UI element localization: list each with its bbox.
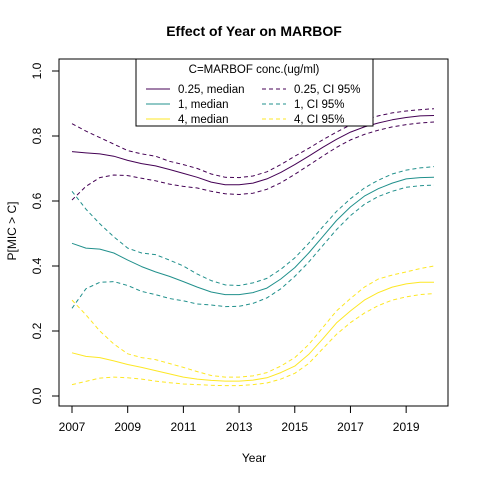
chart-title: Effect of Year on MARBOF — [166, 23, 342, 39]
legend-label: 1, CI 95% — [294, 99, 345, 111]
y-tick-label: 0.0 — [30, 387, 44, 404]
legend-box — [135, 58, 374, 127]
legend-label: 0.25, CI 95% — [294, 84, 360, 96]
series-ci-2 — [71, 121, 435, 201]
series-ci-7 — [71, 265, 435, 378]
x-tick-label: 2015 — [281, 420, 308, 434]
series-median-6 — [71, 281, 434, 382]
legend-label: 0.25, median — [178, 84, 245, 96]
series-ci-4 — [71, 166, 435, 286]
legend: C=MARBOF conc.(ug/ml) 0.25, median 0.25, … — [135, 58, 374, 127]
x-tick-label: 2009 — [114, 420, 141, 434]
x-tick-label: 2017 — [337, 420, 364, 434]
series-ci-8 — [71, 293, 435, 387]
y-tick-label: 0.2 — [30, 322, 44, 339]
series-ci-1 — [71, 108, 435, 179]
y-tick-label: 1.0 — [30, 62, 44, 79]
legend-label: 1, median — [178, 99, 229, 111]
y-tick-label: 0.6 — [30, 192, 44, 209]
x-tick-label: 2007 — [59, 420, 86, 434]
series-median-0 — [71, 115, 435, 186]
y-axis: 0.0 0.2 0.4 0.6 0.8 1.0 — [30, 62, 60, 404]
legend-title: C=MARBOF conc.(ug/ml) — [189, 64, 320, 76]
y-tick-label: 0.8 — [30, 127, 44, 144]
legend-label: 4, CI 95% — [294, 114, 345, 126]
x-tick-label: 2011 — [170, 420, 196, 434]
x-axis: 2007 2009 2011 2013 2015 2017 2019 — [59, 405, 420, 434]
y-tick-label: 0.4 — [30, 257, 44, 274]
series-ci-5 — [71, 184, 435, 309]
x-axis-label: Year — [242, 451, 266, 465]
series-layer — [71, 108, 435, 387]
y-axis-label: P[MIC > C] — [5, 201, 19, 260]
x-tick-label: 2019 — [393, 420, 420, 434]
series-median-3 — [71, 176, 435, 296]
legend-label: 4, median — [178, 114, 229, 126]
x-tick-label: 2013 — [226, 420, 253, 434]
